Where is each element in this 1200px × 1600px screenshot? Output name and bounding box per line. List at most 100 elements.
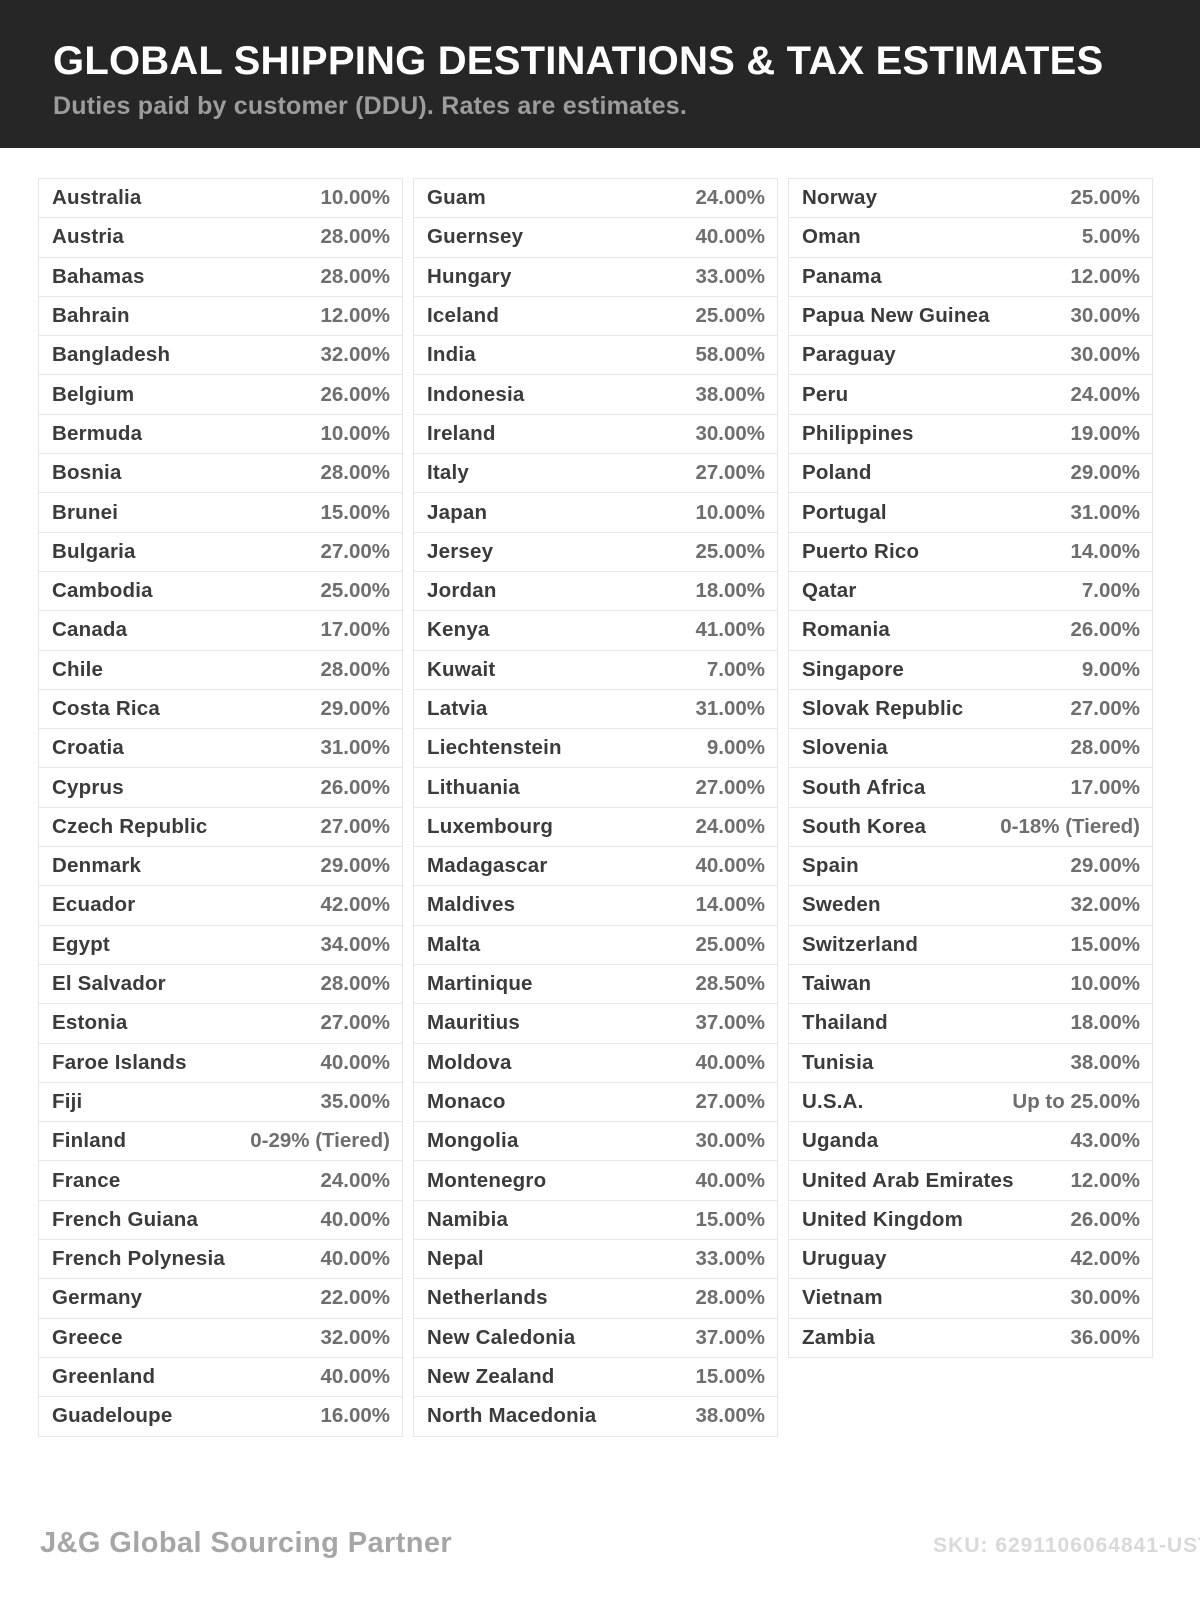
rate-row: Indonesia 38.00% <box>414 375 777 415</box>
rate-row: Paraguay 30.00% <box>789 336 1152 376</box>
country-name: Australia <box>52 186 142 210</box>
duty-rate: 15.00% <box>695 1207 765 1231</box>
duty-rate: 24.00% <box>695 186 765 210</box>
duty-rate: 40.00% <box>320 1207 390 1231</box>
rate-row: Cyprus 26.00% <box>39 768 402 808</box>
header-banner: GLOBAL SHIPPING DESTINATIONS & TAX ESTIM… <box>0 0 1200 148</box>
country-name: Iceland <box>427 304 500 328</box>
country-name: United Kingdom <box>802 1207 964 1231</box>
duty-rate: 27.00% <box>320 814 390 838</box>
duty-rate: 40.00% <box>320 1050 390 1074</box>
country-name: Uganda <box>802 1129 879 1153</box>
duty-rate: 19.00% <box>1070 421 1140 445</box>
footer: J&G Global Sourcing Partner SKU: 6291106… <box>40 1527 1200 1560</box>
duty-rate: 40.00% <box>695 225 765 249</box>
duty-rate: 31.00% <box>1070 500 1140 524</box>
country-name: Taiwan <box>802 972 872 996</box>
duty-rate: 24.00% <box>695 814 765 838</box>
country-name: United Arab Emirates <box>802 1168 1014 1192</box>
country-name: Bermuda <box>52 421 143 445</box>
duty-rate: 27.00% <box>695 1089 765 1113</box>
rate-row: Papua New Guinea 30.00% <box>789 296 1152 337</box>
duty-rate: 25.00% <box>1070 186 1140 210</box>
duty-rate: 40.00% <box>320 1365 390 1389</box>
rate-row: Netherlands 28.00% <box>414 1279 777 1319</box>
rate-row: Sweden 32.00% <box>789 886 1152 926</box>
rate-row: Lithuania 27.00% <box>414 768 777 808</box>
country-name: Bangladesh <box>52 343 171 367</box>
rate-row: Faroe Islands 40.00% <box>39 1043 402 1083</box>
rate-row: Uruguay 42.00% <box>789 1240 1152 1280</box>
rate-row: Martinique 28.50% <box>414 964 777 1005</box>
rate-row: Portugal 31.00% <box>789 493 1152 533</box>
rate-row: Jersey 25.00% <box>414 532 777 572</box>
rate-row: Belgium 26.00% <box>39 375 402 415</box>
country-name: North Macedonia <box>427 1404 597 1428</box>
country-name: South Korea <box>802 814 927 838</box>
country-name: Finland <box>52 1129 127 1153</box>
duty-rate: 14.00% <box>695 893 765 917</box>
duty-rate: 26.00% <box>1070 1207 1140 1231</box>
duty-rate: 32.00% <box>320 1325 390 1349</box>
duty-rate: 29.00% <box>320 854 390 878</box>
rate-row: Norway 25.00% <box>789 179 1152 219</box>
rate-row: Mongolia 30.00% <box>414 1122 777 1162</box>
duty-rate: 26.00% <box>320 382 390 406</box>
duty-rate: 28.00% <box>320 264 390 288</box>
sku-text: SKU: 6291106064841-UST <box>933 1534 1200 1557</box>
country-name: Papua New Guinea <box>802 304 990 328</box>
duty-rate: 27.00% <box>695 461 765 485</box>
country-name: Martinique <box>427 972 533 996</box>
country-name: Japan <box>427 500 488 524</box>
duty-rate: 28.00% <box>320 225 390 249</box>
duty-rate: 28.00% <box>1070 736 1140 760</box>
country-name: Vietnam <box>802 1286 883 1310</box>
duty-rate: 12.00% <box>1070 264 1140 288</box>
rate-row: Jordan 18.00% <box>414 571 777 612</box>
rate-row: Nepal 33.00% <box>414 1240 777 1280</box>
country-name: Zambia <box>802 1325 875 1349</box>
country-name: Czech Republic <box>52 814 208 838</box>
country-name: Canada <box>52 618 128 642</box>
country-name: Fiji <box>52 1089 83 1113</box>
rate-row: Guernsey 40.00% <box>414 218 777 258</box>
duty-rate: 40.00% <box>695 854 765 878</box>
rate-row: Slovenia 28.00% <box>789 729 1152 769</box>
rate-row: Australia 10.00% <box>39 179 402 219</box>
rate-row: Bahrain 12.00% <box>39 296 402 337</box>
country-name: New Zealand <box>427 1365 555 1389</box>
rate-row: Ecuador 42.00% <box>39 886 402 926</box>
duty-rate: Up to 25.00% <box>1012 1089 1140 1113</box>
country-name: Belgium <box>52 382 135 406</box>
rate-row: New Caledonia 37.00% <box>414 1318 777 1358</box>
duty-rate: 32.00% <box>1070 893 1140 917</box>
country-name: South Africa <box>802 775 926 799</box>
duty-rate: 28.00% <box>320 657 390 681</box>
duty-rate: 33.00% <box>695 264 765 288</box>
rate-row: Madagascar 40.00% <box>414 847 777 887</box>
rate-row: Romania 26.00% <box>789 611 1152 651</box>
duty-rate: 15.00% <box>1070 932 1140 956</box>
country-name: Norway <box>802 186 878 210</box>
rate-row: North Macedonia 38.00% <box>414 1397 777 1437</box>
country-name: Tunisia <box>802 1050 874 1074</box>
country-name: Kenya <box>427 618 490 642</box>
duty-rate: 29.00% <box>320 697 390 720</box>
rate-row: Finland 0-29% (Tiered) <box>39 1122 402 1162</box>
country-name: El Salvador <box>52 972 166 996</box>
rate-row: Estonia 27.00% <box>39 1004 402 1044</box>
country-name: Maldives <box>427 893 516 917</box>
page-title: GLOBAL SHIPPING DESTINATIONS & TAX ESTIM… <box>53 39 1104 83</box>
country-name: Oman <box>802 225 861 249</box>
country-name: Germany <box>52 1286 143 1310</box>
duty-rate: 24.00% <box>1070 382 1140 406</box>
page-subtitle: Duties paid by customer (DDU). Rates are… <box>53 92 688 120</box>
duty-rate: 26.00% <box>320 775 390 799</box>
duty-rate: 22.00% <box>320 1286 390 1310</box>
duty-rate: 25.00% <box>695 932 765 956</box>
duty-rate: 27.00% <box>695 775 765 799</box>
duty-rate: 12.00% <box>1070 1168 1140 1192</box>
rate-row: Italy 27.00% <box>414 454 777 494</box>
rate-row: United Arab Emirates 12.00% <box>789 1161 1152 1201</box>
duty-rate: 34.00% <box>320 932 390 956</box>
